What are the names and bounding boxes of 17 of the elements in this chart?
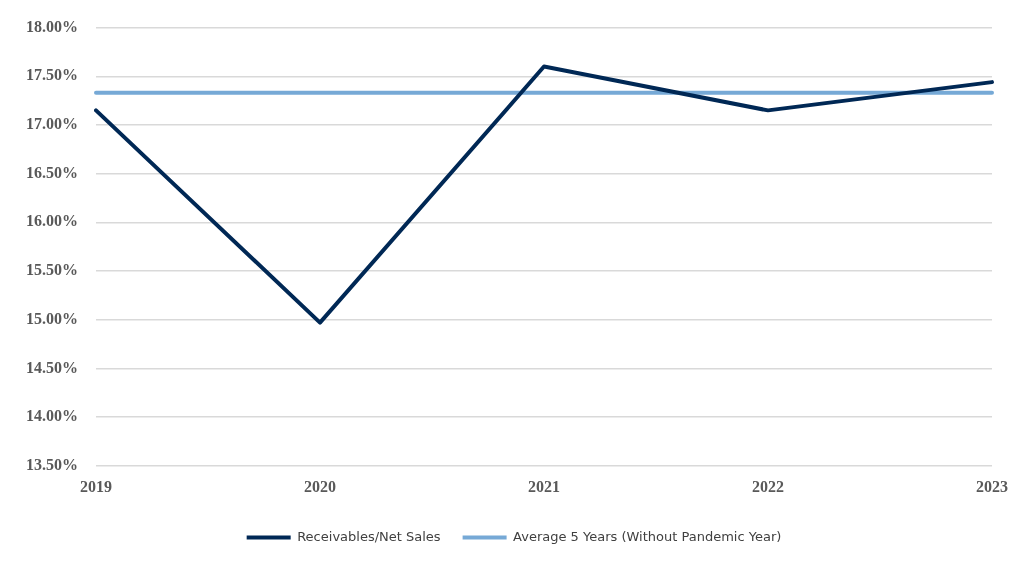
y-tick-label: 16.50%: [26, 163, 78, 181]
y-tick-label: 15.50%: [26, 261, 78, 279]
legend-label: Average 5 Years (Without Pandemic Year): [513, 528, 782, 544]
x-tick-label: 2019: [80, 477, 112, 495]
x-tick-label: 2021: [528, 477, 560, 495]
y-tick-label: 18.00%: [26, 17, 78, 35]
x-tick-label: 2022: [752, 477, 784, 495]
y-tick-label: 14.00%: [26, 407, 78, 425]
y-tick-label: 17.50%: [26, 66, 78, 84]
y-tick-label: 13.50%: [26, 455, 78, 473]
legend-label: Receivables/Net Sales: [297, 528, 441, 544]
y-tick-label: 16.00%: [26, 212, 78, 230]
y-tick-label: 17.00%: [26, 115, 78, 133]
x-tick-label: 2020: [304, 477, 336, 495]
y-tick-label: 15.00%: [26, 309, 78, 327]
x-tick-label: 2023: [976, 477, 1008, 495]
y-tick-label: 14.50%: [26, 358, 78, 376]
